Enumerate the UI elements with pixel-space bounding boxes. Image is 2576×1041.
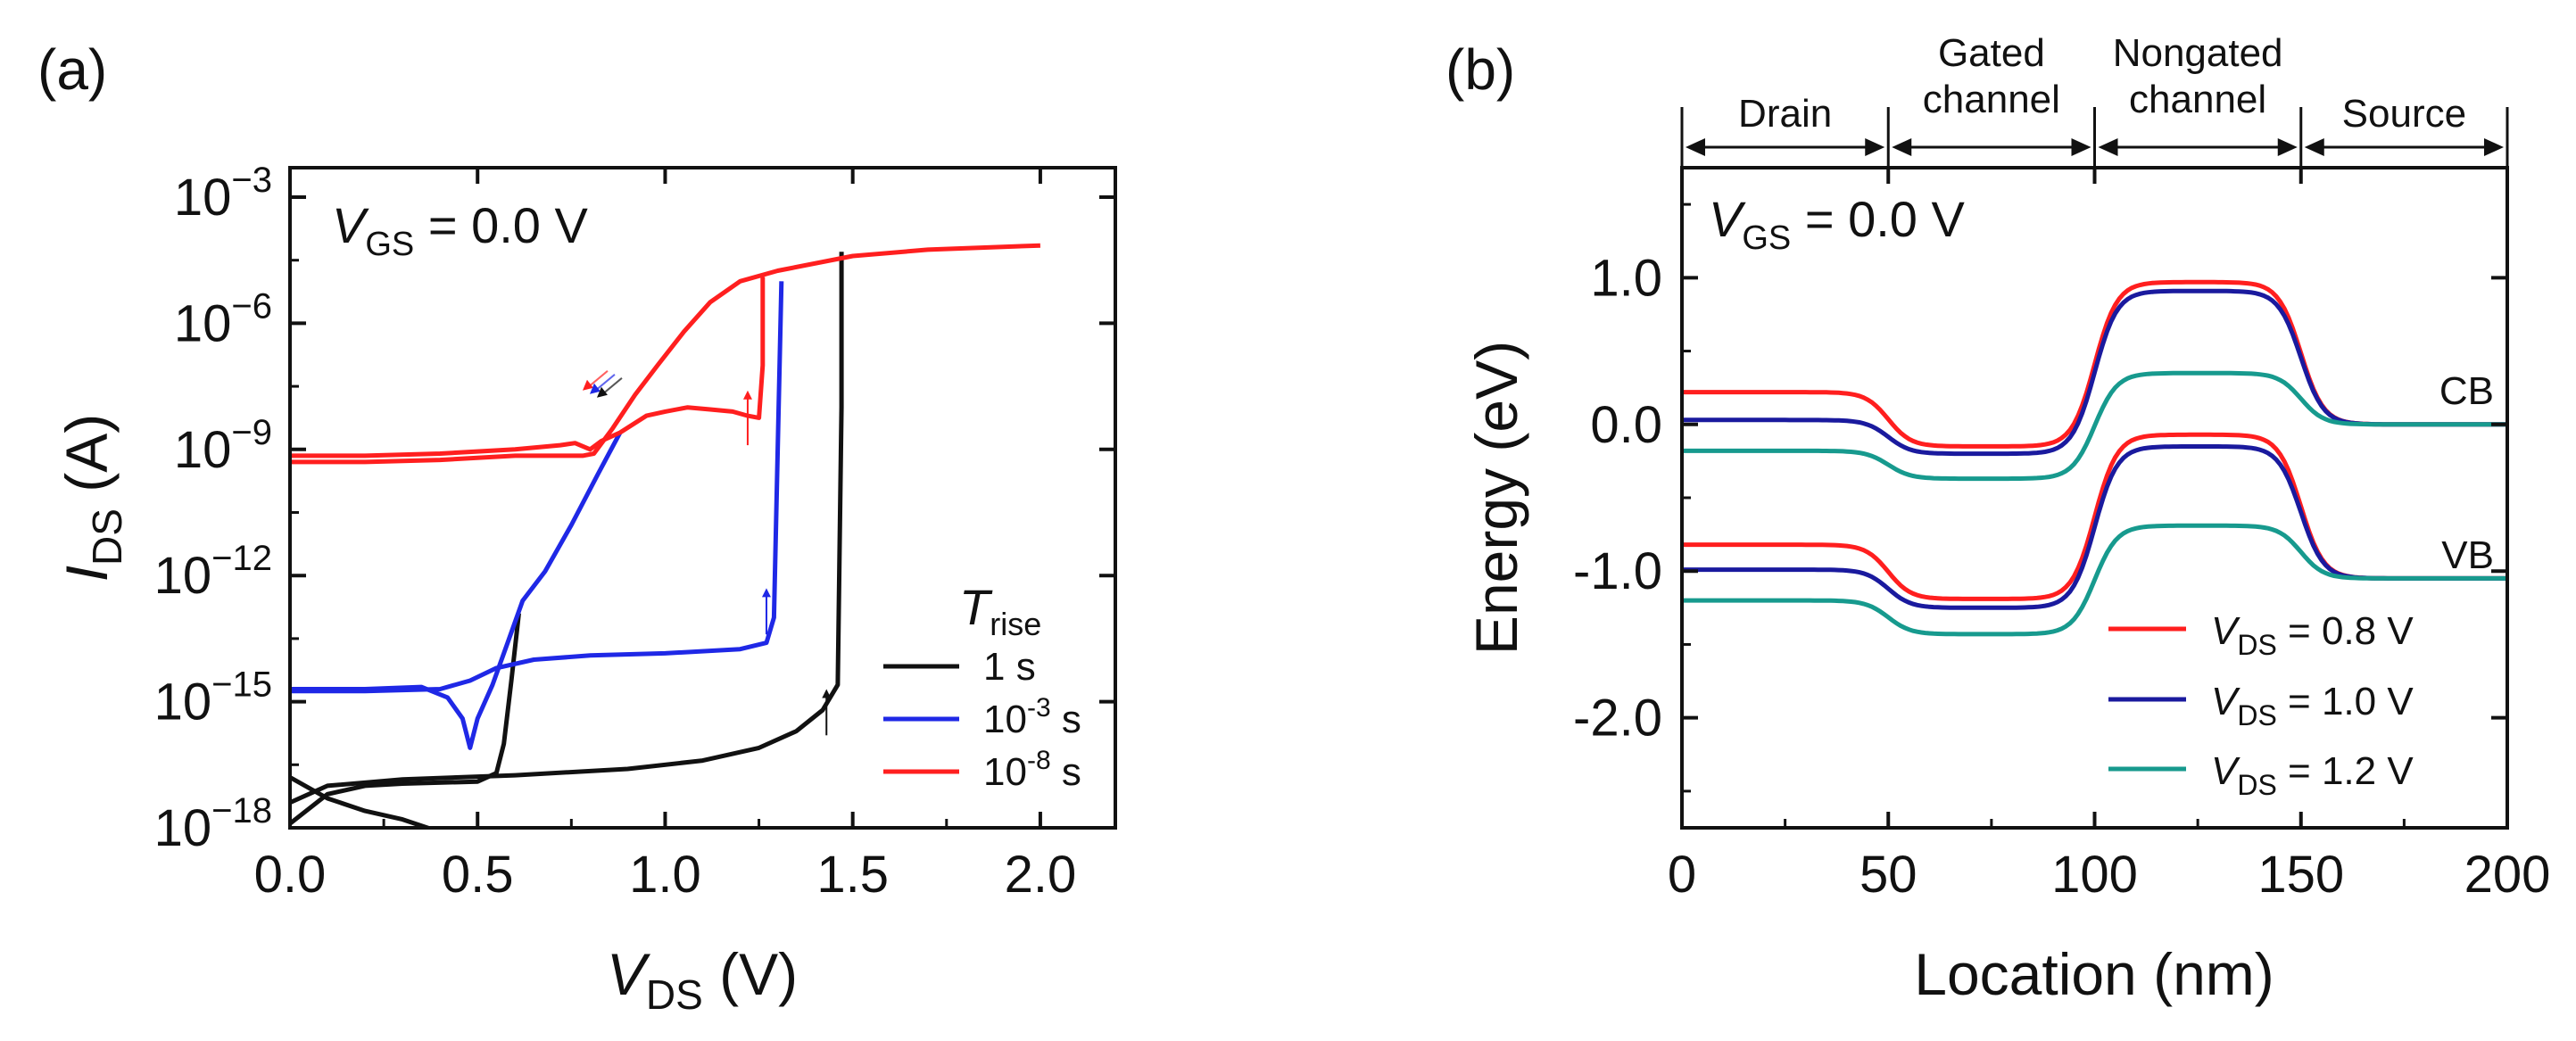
series-10-8-s-curve-2	[290, 243, 1040, 465]
region-label-nongated-channel: Nongated channel	[2113, 31, 2283, 121]
panel-a-plot-area	[290, 243, 1040, 828]
knee-arrow-head	[589, 383, 601, 394]
region-arrow-head-left	[1686, 138, 1705, 156]
region-label-drain: Drain	[1738, 92, 1832, 136]
vb-band-label: VB	[2441, 533, 2494, 577]
series-10-3-s-curve-2	[290, 281, 784, 694]
region-label-source: Source	[2342, 92, 2466, 136]
cb-curve-vds-1-2-v	[1682, 370, 2507, 482]
region-arrow-head-left	[2098, 138, 2118, 156]
panel-b-x-ticks: 0 50 100 150 200	[1668, 168, 2551, 904]
vb-curve-vds-1-2-v	[1682, 523, 2507, 637]
x-tick-label: 200	[2464, 846, 2551, 904]
series-1-s-curve-2	[290, 613, 521, 826]
y-tick-label: 10−6	[174, 286, 272, 352]
panel-b-legend: VDS = 0.8 V VDS = 1.0 V VDS = 1.2 V	[2108, 609, 2414, 801]
panel-b-plot-area	[1682, 279, 2507, 637]
legend-label-1s: 1 s	[983, 645, 1036, 689]
region-arrow-head-right	[1865, 138, 1885, 156]
legend-label-vds-1.2: VDS = 1.2 V	[2211, 749, 2414, 801]
x-tick-label: 0.5	[442, 846, 514, 904]
y-tick-label: 1.0	[1590, 249, 1662, 307]
panel-b-region-bar: Drain Gated channel Nongated channel Source	[1680, 31, 2509, 169]
x-tick-label: 150	[2257, 846, 2344, 904]
sweep-arrow-head	[761, 588, 771, 598]
knee-arrow-head	[582, 379, 593, 391]
sweep-arrow-head	[742, 390, 752, 400]
series-10-8-s-curve-1	[290, 277, 766, 459]
series-1-s-curve-1	[290, 775, 435, 828]
panel-b-x-axis-title: Location (nm)	[1914, 941, 2274, 1007]
x-tick-label: 50	[1860, 846, 1918, 904]
y-tick-label: 10−3	[174, 161, 272, 227]
panel-a: (a) 0.0 0.5 1.0 1.5 2.0 10−1810−1510−1210−91…	[37, 37, 1117, 1018]
y-tick-label: 0.0	[1590, 396, 1662, 454]
region-label-gated-channel: Gated channel	[1923, 31, 2060, 121]
region-arrow-head-right	[2071, 138, 2091, 156]
region-arrow-head-right	[2277, 138, 2298, 156]
panel-b-y-ticks: 1.0 0.0 -1.0 -2.0	[1573, 202, 2507, 793]
series-10-3-s-curve-1	[290, 431, 623, 750]
panel-a-arrow-markers	[582, 370, 832, 736]
panel-b-annotation: VGS = 0.0 V	[1709, 191, 1965, 257]
region-arrow-head-left	[2304, 138, 2324, 156]
x-tick-label: 1.5	[816, 846, 889, 904]
panel-a-x-ticks: 0.0 0.5 1.0 1.5 2.0	[254, 168, 1077, 904]
cb-band-label: CB	[2439, 369, 2494, 413]
region-arrow-head-left	[1892, 138, 1912, 156]
knee-arrow-head	[596, 386, 608, 398]
region-arrow-head-right	[2484, 138, 2504, 156]
x-tick-label: 1.0	[629, 846, 701, 904]
x-tick-label: 0	[1668, 846, 1696, 904]
y-tick-label: 10−15	[154, 665, 272, 731]
legend-label-1e-3s: 10-3 s	[983, 693, 1081, 741]
panel-a-frame	[288, 166, 1117, 830]
panel-a-annotation: VGS = 0.0 V	[332, 197, 588, 263]
panel-a-y-axis-title: IDS (A)	[54, 414, 130, 582]
sweep-arrow-head	[822, 689, 832, 698]
x-tick-label: 100	[2051, 846, 2138, 904]
series-1-s-curve-3	[290, 252, 844, 805]
panel-b-frame	[1680, 166, 2509, 830]
legend-label-1e-8s: 10-8 s	[983, 746, 1081, 794]
legend-label-vds-1.0: VDS = 1.0 V	[2211, 680, 2414, 731]
x-tick-label: 2.0	[1005, 846, 1077, 904]
panel-b-label: (b)	[1445, 37, 1515, 102]
y-tick-label: 10−9	[174, 413, 272, 479]
panel-a-legend-title: Trise	[959, 579, 1041, 642]
y-tick-label: 10−12	[154, 539, 272, 605]
y-tick-label: -2.0	[1573, 690, 1662, 748]
panel-a-y-ticks: 10−18 10−15 10−12 10−9 10−6 10−3	[154, 161, 1115, 857]
legend-label-vds-0.8: VDS = 0.8 V	[2211, 609, 2414, 661]
x-tick-label: 0.0	[254, 846, 327, 904]
panel-b-y-axis-title: Energy (eV)	[1463, 341, 1529, 655]
y-tick-label: 10−18	[154, 791, 272, 857]
y-tick-label: -1.0	[1573, 542, 1662, 600]
panel-a-x-axis-title: VDS (V)	[607, 941, 798, 1018]
panel-b: (b) Drain Gated channel Nongated channel Sour…	[1445, 31, 2550, 1007]
panel-a-label: (a)	[37, 37, 107, 102]
panel-a-legend: Trise 1 s 10-3 s 10-8 s	[883, 579, 1081, 794]
